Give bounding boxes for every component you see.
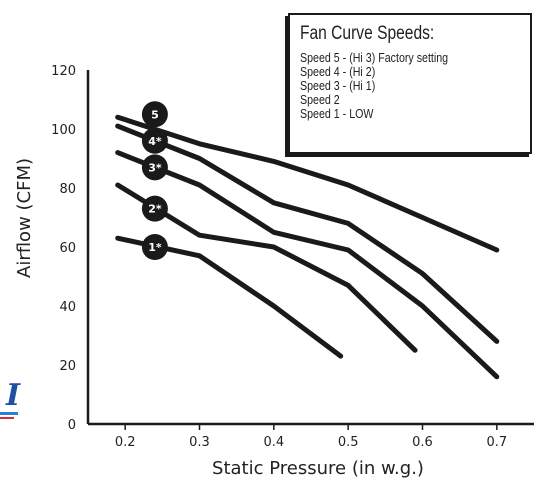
x-tick-label: 0.2 [115, 435, 136, 450]
series-line-speed-4 [115, 123, 500, 344]
x-tick-label: 0.7 [486, 435, 507, 450]
series-line-speed-3 [115, 150, 500, 380]
y-tick-label: 80 [59, 182, 76, 197]
speed-marker-1: 1* [141, 234, 168, 260]
speed-marker-circle [141, 195, 168, 222]
y-tick-label: 20 [59, 359, 76, 374]
legend: Fan Curve Speeds: Speed 5 - (Hi 3) Facto… [288, 13, 532, 154]
x-axis-title: Static Pressure (in w.g.) [212, 458, 424, 479]
speed-marker-label: 4* [148, 135, 162, 148]
y-tick-label: 100 [51, 123, 76, 138]
legend-entry-speed-1: Speed 1 - LOW [300, 106, 374, 121]
speed-marker-5: 5 [141, 101, 168, 128]
x-tick-label: 0.4 [263, 435, 284, 450]
speed-marker-label: 1* [148, 241, 162, 254]
series-line-speed-2 [115, 182, 418, 353]
legend-entry-speed-2: Speed 2 [300, 92, 340, 107]
legend-entry-speed-5: Speed 5 - (Hi 3) Factory setting [300, 50, 449, 65]
x-tick-label: 0.6 [412, 435, 433, 450]
x-tick-label: 0.5 [338, 435, 359, 450]
speed-marker-2: 2* [141, 195, 168, 222]
tick-layer: 0.2 0.3 0.4 0.5 0.6 0.7 0 20 40 60 80 100 120 [51, 64, 507, 450]
speed-marker-circle [141, 101, 168, 128]
logo-stripe [0, 412, 18, 415]
series-line-speed-5 [115, 114, 500, 253]
legend-entry-speed-4: Speed 4 - (Hi 2) [300, 64, 376, 79]
y-tick-label: 120 [51, 64, 76, 79]
speed-marker-4: 4* [141, 127, 168, 154]
marker-layer: 5 4* 3* 2* 1* [141, 101, 168, 260]
speed-marker-label: 2* [148, 203, 162, 216]
axes [86, 70, 534, 426]
y-axis-title: Airflow (CFM) [14, 158, 35, 278]
logo-stripe-accent [0, 417, 14, 419]
speed-marker-circle [141, 127, 168, 154]
brand-logo: I [0, 378, 34, 422]
speed-marker-3: 3* [141, 154, 168, 181]
speed-marker-label: 3* [148, 161, 162, 174]
speed-marker-circle [141, 234, 168, 260]
speed-marker-circle [141, 154, 168, 181]
y-tick-label: 40 [59, 300, 76, 315]
x-tick-label: 0.3 [189, 435, 210, 450]
speed-marker-label: 5 [151, 108, 159, 121]
legend-entry-speed-3: Speed 3 - (Hi 1) [300, 78, 376, 93]
logo-letter: I [6, 378, 21, 413]
y-tick-label: 0 [68, 418, 76, 433]
series-layer [115, 114, 500, 380]
y-tick-label: 60 [59, 241, 76, 256]
legend-title: Fan Curve Speeds: [300, 23, 435, 44]
